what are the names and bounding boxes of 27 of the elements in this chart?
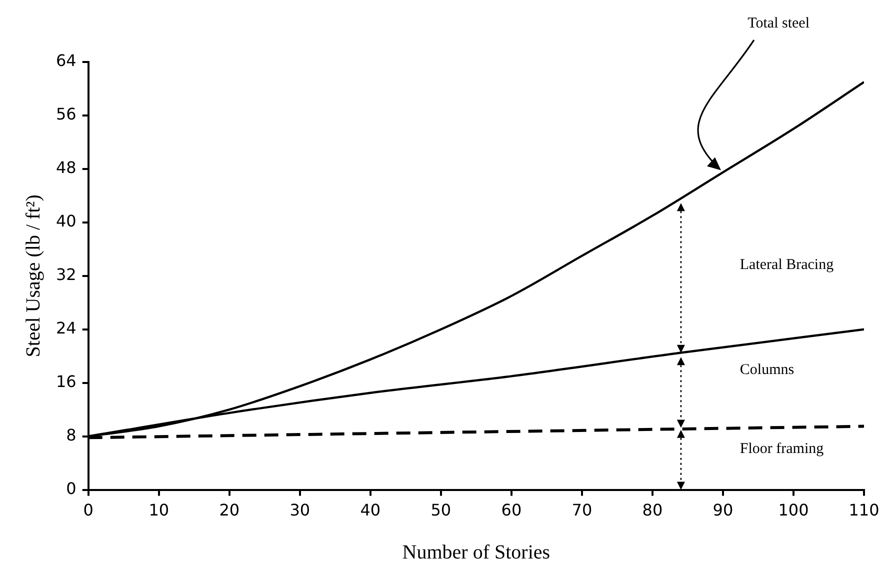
y-tick-label: 64: [56, 51, 76, 70]
y-tick-label: 56: [56, 104, 76, 124]
y-tick-label: 40: [56, 212, 76, 231]
x-tick-label: 50: [430, 500, 452, 520]
y-tick-label: 0: [66, 478, 76, 498]
x-tick-label: 30: [290, 500, 310, 520]
x-tick-label: 70: [572, 500, 592, 520]
y-tick-label: 16: [56, 372, 76, 392]
text: Total steel: [748, 15, 810, 32]
x-tick-label: 110: [848, 500, 880, 520]
annotation: Columns: [740, 362, 794, 378]
x-tick-label: 0: [83, 500, 94, 520]
y-tick-label: 32: [56, 265, 76, 284]
annotation: Floor framing: [740, 441, 824, 458]
x-tick-label: 10: [148, 500, 170, 520]
y-tick-label: 48: [56, 158, 76, 178]
x-tick-label: 90: [712, 500, 734, 520]
x-tick-label: 100: [778, 500, 809, 520]
x-tick-label: 80: [642, 500, 663, 520]
x-tick-label: 60: [501, 500, 522, 520]
y-tick-label: 8: [66, 425, 76, 444]
y-tick-label: 24: [56, 318, 76, 338]
annotation: Lateral Bracing: [740, 257, 834, 274]
x-tick-label: 20: [219, 500, 240, 520]
x-tick-label: 40: [360, 500, 381, 520]
x-axis-title: Number of Stories: [402, 541, 550, 564]
y-axis-title: Steel Usage (lb / ft²): [22, 194, 44, 358]
